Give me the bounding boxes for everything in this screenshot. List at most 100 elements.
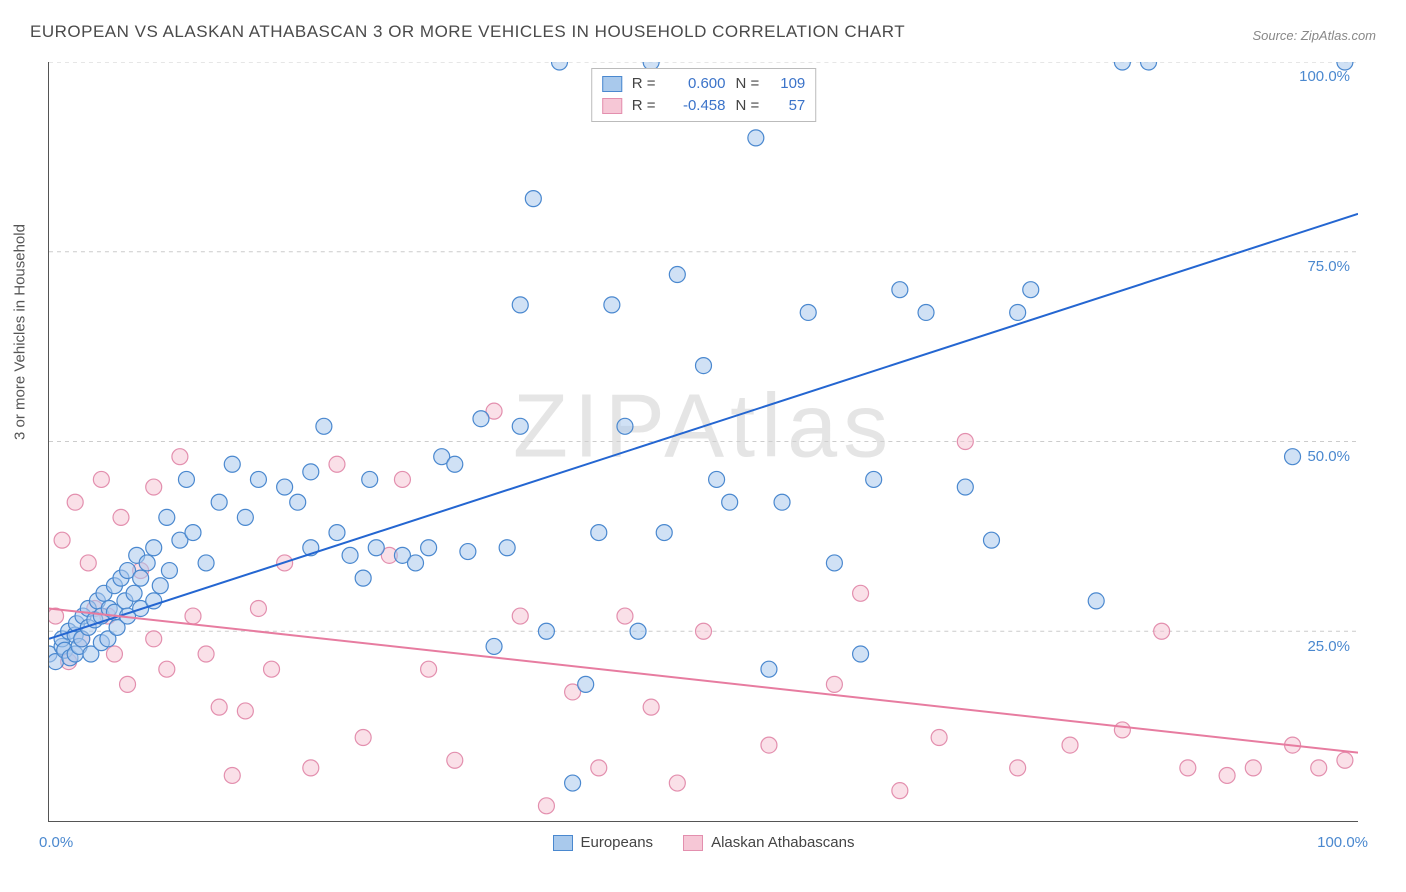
data-point-athabascan xyxy=(538,798,554,814)
data-point-european xyxy=(604,297,620,313)
data-point-athabascan xyxy=(696,623,712,639)
data-point-athabascan xyxy=(93,471,109,487)
r-label: R = xyxy=(632,95,656,117)
data-point-european xyxy=(748,130,764,146)
data-point-athabascan xyxy=(54,532,70,548)
data-point-european xyxy=(565,775,581,791)
data-point-european xyxy=(159,509,175,525)
data-point-athabascan xyxy=(591,760,607,776)
data-point-athabascan xyxy=(146,479,162,495)
data-point-athabascan xyxy=(826,676,842,692)
legend-row-europeans: R = 0.600 N = 109 xyxy=(602,73,806,95)
data-point-european xyxy=(473,411,489,427)
r-value-athabascans: -0.458 xyxy=(666,95,726,117)
data-point-athabascan xyxy=(264,661,280,677)
trendline-europeans xyxy=(49,214,1358,639)
data-point-athabascan xyxy=(892,783,908,799)
data-point-athabascan xyxy=(1154,623,1170,639)
plot-svg: ZIPAtlas xyxy=(49,62,1358,821)
y-tick-label: 25.0% xyxy=(1307,638,1350,655)
data-point-european xyxy=(408,555,424,571)
data-point-european xyxy=(161,563,177,579)
data-point-european xyxy=(329,525,345,541)
data-point-european xyxy=(211,494,227,510)
n-value-europeans: 109 xyxy=(769,73,805,95)
data-point-european xyxy=(617,418,633,434)
data-point-european xyxy=(957,479,973,495)
data-point-european xyxy=(761,661,777,677)
data-point-european xyxy=(866,471,882,487)
data-point-athabascan xyxy=(159,661,175,677)
data-point-athabascan xyxy=(1337,752,1353,768)
data-point-athabascan xyxy=(185,608,201,624)
data-point-european xyxy=(538,623,554,639)
chart-area: ZIPAtlas R = 0.600 N = 109 R = -0.458 N … xyxy=(48,62,1358,822)
data-point-european xyxy=(578,676,594,692)
data-point-european xyxy=(362,471,378,487)
data-point-athabascan xyxy=(224,767,240,783)
y-tick-label: 75.0% xyxy=(1307,258,1350,275)
data-point-athabascan xyxy=(303,760,319,776)
swatch-blue-icon xyxy=(602,76,622,92)
legend-label-athabascans: Alaskan Athabascans xyxy=(711,834,854,851)
data-point-european xyxy=(983,532,999,548)
legend-item-europeans: Europeans xyxy=(553,834,654,851)
data-point-european xyxy=(368,540,384,556)
data-point-european xyxy=(303,464,319,480)
data-point-european xyxy=(591,525,607,541)
data-point-european xyxy=(512,418,528,434)
y-tick-label: 50.0% xyxy=(1307,448,1350,465)
n-label: N = xyxy=(736,95,760,117)
data-point-athabascan xyxy=(237,703,253,719)
data-point-european xyxy=(224,456,240,472)
data-point-athabascan xyxy=(211,699,227,715)
data-point-european xyxy=(447,456,463,472)
data-point-european xyxy=(1114,62,1130,70)
data-point-european xyxy=(460,544,476,560)
data-point-athabascan xyxy=(512,608,528,624)
data-point-athabascan xyxy=(250,600,266,616)
data-point-athabascan xyxy=(617,608,633,624)
legend-row-athabascans: R = -0.458 N = 57 xyxy=(602,95,806,117)
data-point-athabascan xyxy=(421,661,437,677)
data-point-athabascan xyxy=(146,631,162,647)
y-axis-label: 3 or more Vehicles in Household xyxy=(12,224,29,440)
data-point-european xyxy=(1141,62,1157,70)
data-point-european xyxy=(525,191,541,207)
data-point-athabascan xyxy=(1311,760,1327,776)
data-point-athabascan xyxy=(329,456,345,472)
data-point-european xyxy=(892,282,908,298)
data-point-athabascan xyxy=(957,434,973,450)
data-point-athabascan xyxy=(120,676,136,692)
correlation-legend: R = 0.600 N = 109 R = -0.458 N = 57 xyxy=(591,68,817,122)
data-point-european xyxy=(512,297,528,313)
data-point-athabascan xyxy=(1114,722,1130,738)
data-point-european xyxy=(552,62,568,70)
data-point-european xyxy=(342,547,358,563)
data-point-athabascan xyxy=(198,646,214,662)
data-point-athabascan xyxy=(394,471,410,487)
data-point-athabascan xyxy=(172,449,188,465)
data-point-athabascan xyxy=(931,730,947,746)
data-point-european xyxy=(178,471,194,487)
y-tick-label: 100.0% xyxy=(1299,68,1350,85)
data-point-european xyxy=(774,494,790,510)
data-point-european xyxy=(709,471,725,487)
data-point-athabascan xyxy=(1180,760,1196,776)
data-point-european xyxy=(126,585,142,601)
data-point-european xyxy=(152,578,168,594)
data-point-european xyxy=(1285,449,1301,465)
data-point-athabascan xyxy=(106,646,122,662)
n-label: N = xyxy=(736,73,760,95)
data-point-european xyxy=(237,509,253,525)
data-point-athabascan xyxy=(1245,760,1261,776)
swatch-pink-icon xyxy=(602,98,622,114)
data-point-european xyxy=(696,358,712,374)
data-point-athabascan xyxy=(67,494,83,510)
data-point-european xyxy=(630,623,646,639)
data-point-european xyxy=(250,471,266,487)
series-legend: Europeans Alaskan Athabascans xyxy=(49,834,1358,851)
data-point-european xyxy=(1023,282,1039,298)
data-point-athabascan xyxy=(1010,760,1026,776)
data-point-european xyxy=(355,570,371,586)
